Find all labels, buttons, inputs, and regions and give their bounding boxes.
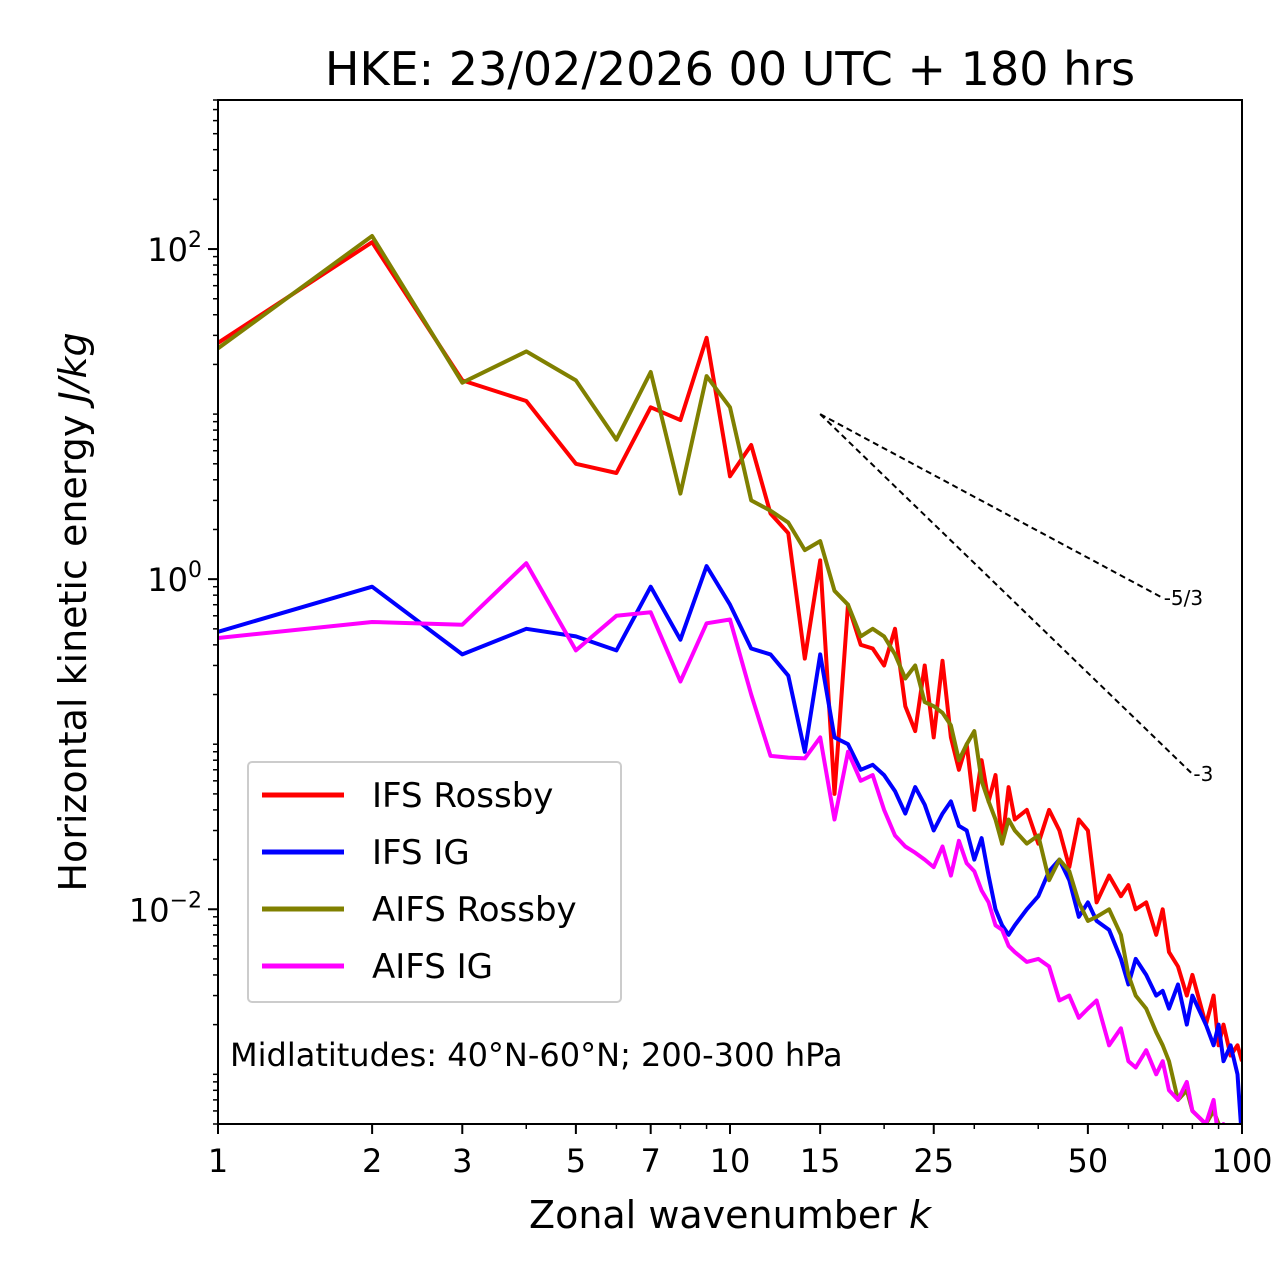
series-ifs-rossby-line bbox=[218, 240, 1242, 1062]
legend-label-ifs-rossby: IFS Rossby bbox=[372, 776, 553, 816]
x-tick-label: 7 bbox=[641, 1142, 661, 1180]
reference-slopes: -5/3 -3 bbox=[819, 413, 1213, 786]
x-tick-label: 1 bbox=[208, 1142, 228, 1180]
legend-items: IFS Rossby IFS IG AIFS Rossby AIFS IG bbox=[262, 776, 577, 987]
chart-title: HKE: 23/02/2026 00 UTC + 180 hrs bbox=[325, 42, 1135, 96]
series-ifs-ig-line bbox=[218, 564, 1242, 1124]
x-tick-label: 50 bbox=[1068, 1142, 1109, 1180]
x-tick-label: 2 bbox=[362, 1142, 382, 1180]
plot-area-frame bbox=[217, 99, 1243, 1125]
legend-label-ifs-ig: IFS IG bbox=[372, 833, 470, 873]
x-tick-label: 15 bbox=[800, 1142, 841, 1180]
legend-box bbox=[247, 761, 622, 1003]
x-tick-label: 10 bbox=[710, 1142, 751, 1180]
series-layer bbox=[218, 234, 1242, 1124]
region-annotation: Midlatitudes: 40°N-60°N; 200-300 hPa bbox=[230, 1036, 843, 1074]
x-axis-label: Zonal wavenumber k bbox=[529, 1193, 933, 1237]
x-tick-label: 5 bbox=[566, 1142, 586, 1180]
legend-label-aifs-rossby: AIFS Rossby bbox=[372, 890, 577, 930]
series-aifs-ig-line bbox=[218, 561, 1226, 1124]
y-tick-labels: 102 100 10−2 bbox=[129, 228, 202, 929]
x-tick-labels: 1 2 3 5 7 10 15 25 50 100 bbox=[208, 1142, 1273, 1180]
slope-line bbox=[819, 413, 1194, 775]
x-tick-label: 25 bbox=[913, 1142, 954, 1180]
series-aifs-rossby-line bbox=[218, 234, 1223, 1124]
x-tick-label: 3 bbox=[452, 1142, 472, 1180]
legend-label-aifs-ig: AIFS IG bbox=[372, 947, 493, 987]
y-tick-label: 100 bbox=[147, 558, 202, 599]
major-ticks bbox=[208, 248, 1243, 1134]
x-tick-label: 100 bbox=[1211, 1142, 1272, 1180]
slope-label: -5/3 bbox=[1164, 586, 1203, 610]
y-tick-label: 102 bbox=[147, 228, 202, 269]
legend: IFS Rossby IFS IG AIFS Rossby AIFS IG bbox=[247, 761, 622, 1003]
y-axis-label: Horizontal kinetic energy J/kg bbox=[51, 332, 95, 891]
y-tick-label: 10−2 bbox=[129, 888, 202, 929]
slope-label: -3 bbox=[1193, 762, 1213, 786]
slope-line bbox=[819, 413, 1164, 599]
